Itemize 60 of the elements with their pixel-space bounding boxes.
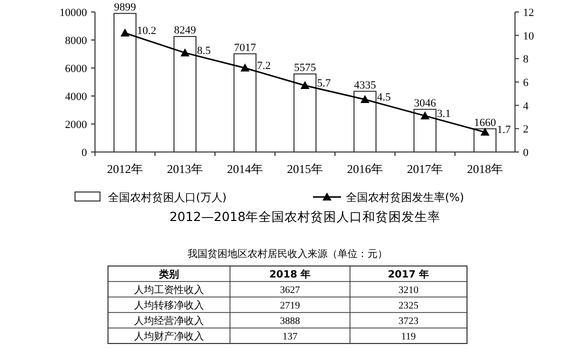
data-label: 2719 (280, 300, 300, 312)
x-tick-label: 2014年 (227, 162, 263, 176)
data-label: 4.5 (377, 92, 392, 104)
point (180, 48, 190, 56)
data-label: 2325 (398, 300, 418, 312)
text: 我国贫困地区农村居民收入来源（单位：元） (188, 248, 388, 260)
category-label: 人均转移净收入 (134, 300, 204, 312)
data-label: 137 (282, 332, 298, 342)
y2-tick-label: 4 (523, 100, 529, 112)
text: 2012—2018年全国农村贫困人口和贫困发生率 (169, 209, 441, 224)
y2-tick-label: 12 (523, 7, 534, 19)
data-label: 3210 (398, 285, 418, 296)
text: 2018 年 (269, 268, 311, 280)
y-tick-label: 8000 (65, 35, 88, 47)
data-label: 7017 (234, 42, 256, 54)
category-label: 人均工资性收入 (134, 284, 204, 296)
data-label: 4335 (354, 79, 376, 92)
point (480, 128, 490, 136)
category-label: 人均财产净收入 (134, 330, 204, 342)
x-tick-label: 2015年 (287, 162, 323, 176)
data-label: 7.2 (257, 60, 271, 72)
y-tick-label: 6000 (65, 63, 88, 75)
data-label: 1660 (474, 116, 496, 129)
point (240, 64, 250, 72)
data-label: 5.7 (317, 78, 332, 90)
y-tick-label: 4000 (65, 91, 88, 103)
data-label: 119 (401, 332, 416, 342)
y2-tick-label: 8 (523, 54, 529, 66)
point (420, 111, 430, 120)
y2-tick-label: 0 (523, 147, 529, 159)
data-label: 8249 (174, 24, 196, 37)
x-tick-label: 2018年 (467, 162, 503, 176)
data-label: 3723 (398, 316, 418, 327)
data-label: 9899 (114, 1, 136, 14)
category-label: 人均经营净收入 (134, 315, 204, 327)
x-tick-label: 2012年 (107, 162, 143, 176)
legend-label: 全国农村贫困发生率(%) (346, 191, 464, 204)
y-tick-label: 2000 (65, 119, 88, 131)
y-tick-label: 0 (82, 147, 88, 159)
data-label: 10.2 (137, 25, 156, 37)
point (360, 95, 370, 103)
y-tick-label: 10000 (60, 7, 88, 19)
point (300, 81, 310, 89)
text: 2017 年 (388, 268, 430, 280)
y2-tick-label: 10 (523, 30, 534, 42)
data-label: 3888 (280, 316, 300, 327)
data-label: 3046 (414, 97, 436, 110)
x-tick-label: 2013年 (167, 162, 203, 176)
x-tick-label: 2016年 (347, 162, 383, 176)
data-label: 3627 (280, 285, 300, 296)
data-label: 5575 (294, 62, 316, 74)
x-tick-label: 2017年 (407, 162, 443, 176)
y2-tick-label: 6 (523, 77, 529, 89)
data-label: 3.1 (437, 108, 451, 120)
text: 类别 (158, 268, 179, 280)
legend-label: 全国农村贫困人口(万人) (108, 191, 227, 204)
point (120, 28, 130, 36)
data-label: 8.5 (197, 44, 212, 57)
y2-tick-label: 2 (523, 124, 528, 136)
data-label: 1.7 (497, 124, 512, 136)
